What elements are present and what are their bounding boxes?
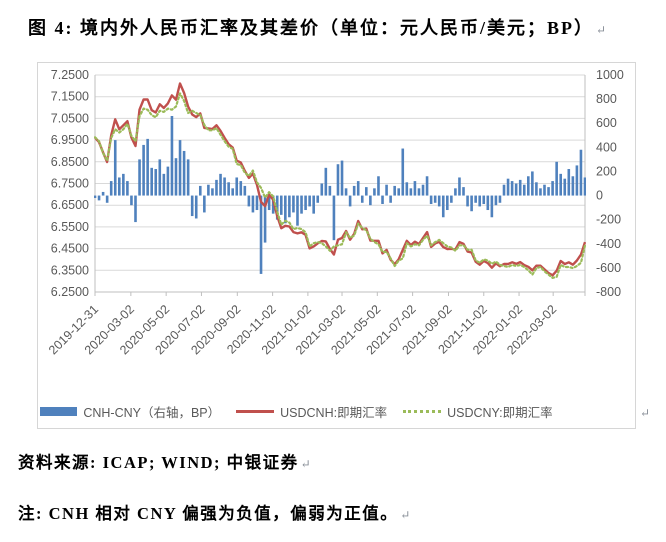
- legend-label-usdcnh: USDCNH:即期汇率: [280, 406, 388, 420]
- page-title: 图 4: 境内外人民币汇率及其差价（单位：元人民币/美元；BP） ↵: [28, 14, 606, 40]
- bar-series-cnh-cny-spread: [94, 115, 586, 274]
- legend-label-usdcny: USDCNY:即期汇率: [447, 406, 553, 420]
- chart-legend: CNH-CNY（右轴，BP） USDCNH:即期汇率 USDCNY:即期汇率: [38, 402, 635, 421]
- x-axis-labels: 2019-12-312020-03-022020-05-022020-07-02…: [46, 302, 559, 357]
- svg-text:0: 0: [596, 189, 603, 203]
- line-swatch-icon: [236, 410, 275, 413]
- svg-text:200: 200: [596, 164, 617, 178]
- paragraph-return-icon: ↵: [596, 23, 607, 37]
- legend-label-cnh-cny-spread: CNH-CNY（右轴，BP）: [83, 406, 221, 420]
- legend-item-cnh-cny-spread: CNH-CNY（右轴，BP）: [40, 402, 220, 421]
- paragraph-return-icon: ↵: [300, 457, 311, 471]
- usdcny-line: [94, 92, 586, 279]
- paragraph-return-icon: ↵: [640, 406, 651, 420]
- svg-text:-400: -400: [596, 237, 621, 251]
- svg-text:7.2500: 7.2500: [51, 68, 89, 82]
- paragraph-return-icon: ↵: [400, 508, 411, 522]
- dotted-line-swatch-icon: [403, 410, 442, 413]
- svg-text:6.2500: 6.2500: [51, 285, 89, 299]
- left-axis-labels: 7.2500 7.1500 7.0500 6.9500 6.8500 6.7500 6.65…: [51, 68, 89, 299]
- svg-text:6.9500: 6.9500: [51, 133, 89, 147]
- note-line: 注: CNH 相对 CNY 偏强为负值，偏弱为正值。 ↵: [18, 500, 410, 524]
- note-line-text: 注: CNH 相对 CNY 偏强为负值，偏弱为正值。: [18, 504, 399, 523]
- svg-text:800: 800: [596, 92, 617, 106]
- svg-text:600: 600: [596, 116, 617, 130]
- svg-text:6.7500: 6.7500: [51, 177, 89, 191]
- chart-svg: 7.2500 7.1500 7.0500 6.9500 6.8500 6.7500 6.65…: [46, 68, 624, 357]
- svg-text:-200: -200: [596, 213, 621, 227]
- svg-text:-800: -800: [596, 285, 621, 299]
- source-line: 资料来源: ICAP; WIND; 中银证券 ↵: [18, 449, 311, 473]
- svg-text:1000: 1000: [596, 68, 624, 82]
- source-line-text: 资料来源: ICAP; WIND; 中银证券: [18, 453, 299, 472]
- svg-text:6.5500: 6.5500: [51, 220, 89, 234]
- svg-text:6.8500: 6.8500: [51, 155, 89, 169]
- svg-text:6.6500: 6.6500: [51, 198, 89, 212]
- legend-item-usdcny: USDCNY:即期汇率: [403, 402, 553, 421]
- bar-swatch-icon: [40, 407, 78, 416]
- svg-text:6.3500: 6.3500: [51, 263, 89, 277]
- svg-text:6.4500: 6.4500: [51, 242, 89, 256]
- svg-text:400: 400: [596, 140, 617, 154]
- legend-item-usdcnh: USDCNH:即期汇率: [236, 402, 387, 421]
- usdcnh-line: [94, 82, 586, 277]
- chart-figure: 7.2500 7.1500 7.0500 6.9500 6.8500 6.7500 6.65…: [37, 62, 636, 429]
- svg-text:-600: -600: [596, 261, 621, 275]
- right-axis-labels: 1000 800 600 400 200 0 -200 -400 -600 -800: [596, 68, 624, 299]
- svg-text:7.1500: 7.1500: [51, 90, 89, 104]
- svg-text:7.0500: 7.0500: [51, 111, 89, 125]
- page-title-text: 图 4: 境内外人民币汇率及其差价（单位：元人民币/美元；BP）: [28, 18, 594, 38]
